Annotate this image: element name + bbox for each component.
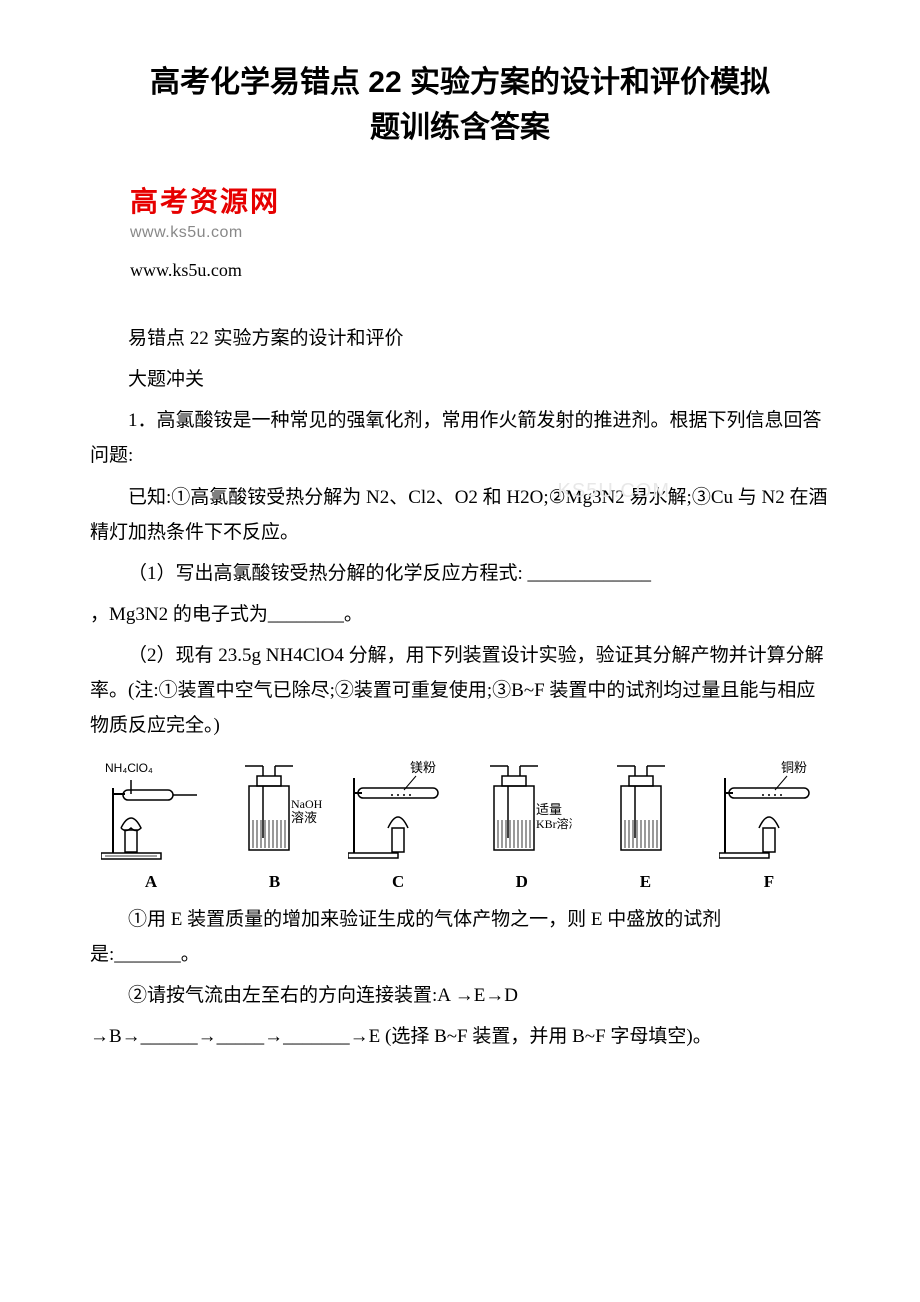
question-1-stem: 1．高氯酸铵是一种常见的强氧化剂，常用作火箭发射的推进剂。根据下列信息回答问题: [90, 403, 830, 473]
apparatus-e: E [590, 758, 700, 892]
apparatus-a: NH₄ClO₄ A [96, 758, 206, 892]
apparatus-a-icon: NH₄ClO₄ [101, 758, 201, 868]
title-line-1: 高考化学易错点 22 实验方案的设计和评价模拟 [150, 66, 770, 99]
label-kbr-2: KBr溶液 [536, 816, 572, 831]
q1-sub1: ①用 E 装置质量的增加来验证生成的气体产物之一，则 E 中盛放的试剂是:___… [90, 902, 830, 972]
q1-part1-line1: （1）写出高氯酸铵受热分解的化学反应方程式: _____________ [90, 556, 830, 591]
logo-url: www.ks5u.com [130, 224, 830, 242]
apparatus-a-label: A [145, 872, 157, 892]
apparatus-d: 适量 KBr溶液 D [467, 758, 577, 892]
document-page: 高考化学易错点 22 实验方案的设计和评价模拟 题训练含答案 高考资源网 www… [0, 0, 920, 1100]
label-naoh: NaOH [291, 797, 323, 811]
known-info: 已知:①高氯酸铵受热分解为 N2、Cl2、O2 和 H2O;②Mg3N2 易水解… [90, 480, 830, 550]
apparatus-e-icon [595, 758, 695, 868]
apparatus-c: 镁粉 C [343, 758, 453, 892]
apparatus-diagram: NH₄ClO₄ A [90, 758, 830, 892]
text: 已知:①高氯酸铵受热分解为 N2、Cl2、O2 和 H2O;②Mg3N2 易水解… [90, 487, 827, 543]
apparatus-b-label: B [269, 872, 280, 892]
q1-sub2-line1: ②请按气流由左至右的方向连接装置:A →E→D [90, 978, 830, 1013]
label-nh4clo4: NH₄ClO₄ [105, 761, 153, 775]
document-title: 高考化学易错点 22 实验方案的设计和评价模拟 题训练含答案 [90, 60, 830, 150]
apparatus-b: NaOH 溶液 B [220, 758, 330, 892]
text: 1．高氯酸铵是一种常见的强氧化剂，常用作火箭发射的推进剂。根据下列信息回答问题: [90, 410, 822, 466]
website-url: www.ks5u.com [130, 260, 830, 281]
apparatus-d-icon: 适量 KBr溶液 [472, 758, 572, 868]
apparatus-c-label: C [392, 872, 404, 892]
label-kbr-1: 适量 [536, 802, 562, 817]
apparatus-f-icon: 铜粉 [719, 758, 819, 868]
apparatus-b-icon: NaOH 溶液 [225, 758, 325, 868]
q1-part2: （2）现有 23.5g NH4ClO4 分解，用下列装置设计实验，验证其分解产物… [90, 638, 830, 743]
section-heading: 易错点 22 实验方案的设计和评价 [90, 321, 830, 356]
label-mg-powder: 镁粉 [410, 760, 436, 775]
website-logo: 高考资源网 www.ks5u.com [130, 180, 830, 242]
title-line-2: 题训练含答案 [370, 111, 550, 144]
logo-text: 高考资源网 [130, 180, 830, 220]
apparatus-f-label: F [764, 872, 774, 892]
apparatus-d-label: D [516, 872, 528, 892]
label-solution: 溶液 [291, 810, 317, 825]
apparatus-f: 铜粉 F [714, 758, 824, 892]
apparatus-c-icon: 镁粉 [348, 758, 448, 868]
label-cu-powder: 铜粉 [781, 760, 807, 775]
known-block: 已知:①高氯酸铵受热分解为 N2、Cl2、O2 和 H2O;②Mg3N2 易水解… [90, 480, 830, 550]
apparatus-e-label: E [640, 872, 651, 892]
q1-sub2-line2: →B→______→_____→_______→E (选择 B~F 装置，并用 … [90, 1019, 830, 1054]
subsection-heading: 大题冲关 [90, 362, 830, 397]
q1-part1-line2: ，Mg3N2 的电子式为________。 [90, 597, 830, 632]
